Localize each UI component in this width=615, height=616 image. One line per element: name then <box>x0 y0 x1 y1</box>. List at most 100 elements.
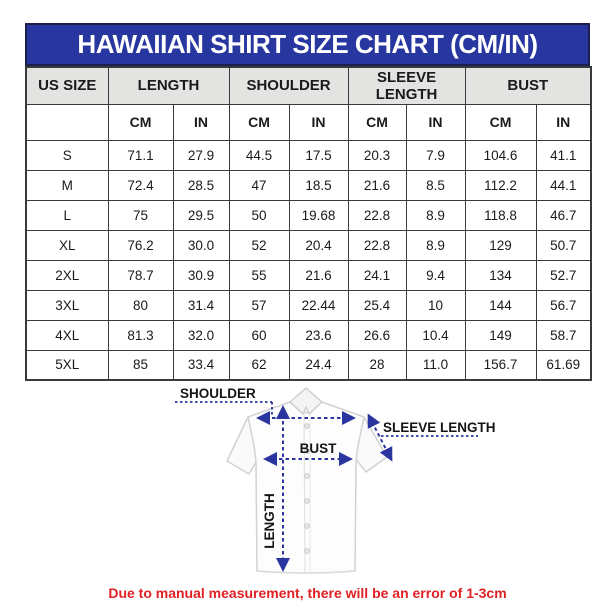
measurement-cell: 81.3 <box>107 319 174 351</box>
shoulder-annotation: SHOULDER <box>175 386 356 425</box>
measurement-cell: 32.0 <box>172 319 230 351</box>
us-size-cell: 2XL <box>25 259 109 291</box>
measurement-cell: 22.8 <box>347 229 407 261</box>
table-row-2xl: 2XL 78.7 30.9 55 21.6 24.1 9.4 134 52.7 <box>25 259 592 291</box>
measurement-cell: 28 <box>347 349 407 381</box>
sleeve-length-arrow <box>367 413 393 462</box>
table-row-m: M 72.4 28.5 47 18.5 21.6 8.5 112.2 44.1 <box>25 169 592 201</box>
measurement-cell: 52.7 <box>535 259 592 291</box>
measurement-cell: 25.4 <box>347 289 407 321</box>
measurement-cell: 22.44 <box>288 289 349 321</box>
col-header-us-size: US SIZE <box>25 66 109 105</box>
measurement-cell: 57 <box>228 289 290 321</box>
us-size-cell: 4XL <box>25 319 109 351</box>
length-label: LENGTH <box>262 493 277 549</box>
measurement-cell: 104.6 <box>464 139 537 171</box>
measurement-cell: 21.6 <box>288 259 349 291</box>
size-chart-table: US SIZE LENGTH SHOULDER SLEEVE LENGTH BU… <box>25 66 593 381</box>
measurement-cell: 50 <box>228 199 290 231</box>
col-header-shoulder: SHOULDER <box>228 66 349 105</box>
unit-header-cm: CM <box>107 103 174 141</box>
measurement-cell: 55 <box>228 259 290 291</box>
measurement-cell: 118.8 <box>464 199 537 231</box>
unit-header-cm: CM <box>228 103 290 141</box>
unit-header-in: IN <box>172 103 230 141</box>
measurement-cell: 17.5 <box>288 139 349 171</box>
sleeve-length-annotation: SLEEVE LENGTH <box>367 413 496 462</box>
measurement-cell: 112.2 <box>464 169 537 201</box>
measurement-cell: 52 <box>228 229 290 261</box>
measurement-cell: 80 <box>107 289 174 321</box>
measurement-cell: 28.5 <box>172 169 230 201</box>
measurement-cell: 144 <box>464 289 537 321</box>
bust-label: BUST <box>300 441 338 456</box>
unit-header-blank <box>25 103 109 141</box>
col-header-sleeve-length: SLEEVE LENGTH <box>347 66 466 105</box>
measurement-cell: 134 <box>464 259 537 291</box>
col-header-bust: BUST <box>464 66 592 105</box>
measurement-cell: 9.4 <box>405 259 466 291</box>
measurement-cell: 62 <box>228 349 290 381</box>
page-title: HAWAIIAN SHIRT SIZE CHART (CM/IN) <box>25 23 590 66</box>
measurement-cell: 44.1 <box>535 169 592 201</box>
measurement-cell: 85 <box>107 349 174 381</box>
table-row-5xl: 5XL 85 33.4 62 24.4 28 11.0 156.7 61.69 <box>25 349 592 381</box>
measurement-cell: 22.8 <box>347 199 407 231</box>
measurement-cell: 31.4 <box>172 289 230 321</box>
measurement-cell: 26.6 <box>347 319 407 351</box>
measurement-cell: 8.5 <box>405 169 466 201</box>
measurement-cell: 156.7 <box>464 349 537 381</box>
table-row-3xl: 3XL 80 31.4 57 22.44 25.4 10 144 56.7 <box>25 289 592 321</box>
measurement-cell: 10.4 <box>405 319 466 351</box>
us-size-cell: M <box>25 169 109 201</box>
measurement-cell: 30.0 <box>172 229 230 261</box>
measurement-cell: 44.5 <box>228 139 290 171</box>
measurement-cell: 24.1 <box>347 259 407 291</box>
unit-header-in: IN <box>288 103 349 141</box>
table-row-4xl: 4XL 81.3 32.0 60 23.6 26.6 10.4 149 58.7 <box>25 319 592 351</box>
sleeve-length-label: SLEEVE LENGTH <box>383 420 496 435</box>
us-size-cell: S <box>25 139 109 171</box>
measurement-cell: 20.4 <box>288 229 349 261</box>
measurement-cell: 72.4 <box>107 169 174 201</box>
us-size-cell: 3XL <box>25 289 109 321</box>
measurement-cell: 7.9 <box>405 139 466 171</box>
measurement-cell: 10 <box>405 289 466 321</box>
unit-header-in: IN <box>535 103 592 141</box>
measurement-cell: 129 <box>464 229 537 261</box>
measurement-cell: 61.69 <box>535 349 592 381</box>
measurement-cell: 8.9 <box>405 199 466 231</box>
measurement-cell: 30.9 <box>172 259 230 291</box>
table-group-header-row: US SIZE LENGTH SHOULDER SLEEVE LENGTH BU… <box>25 66 592 105</box>
measurement-cell: 33.4 <box>172 349 230 381</box>
measurement-cell: 11.0 <box>405 349 466 381</box>
shirt-illustration <box>226 387 388 574</box>
measurement-cell: 46.7 <box>535 199 592 231</box>
unit-header-cm: CM <box>464 103 537 141</box>
measurement-cell: 71.1 <box>107 139 174 171</box>
measurement-cell: 75 <box>107 199 174 231</box>
measurement-cell: 23.6 <box>288 319 349 351</box>
measurement-cell: 20.3 <box>347 139 407 171</box>
measurement-cell: 41.1 <box>535 139 592 171</box>
measurement-cell: 8.9 <box>405 229 466 261</box>
col-header-length: LENGTH <box>107 66 230 105</box>
measurement-cell: 21.6 <box>347 169 407 201</box>
measurement-cell: 149 <box>464 319 537 351</box>
unit-header-cm: CM <box>347 103 407 141</box>
us-size-cell: XL <box>25 229 109 261</box>
measurement-cell: 47 <box>228 169 290 201</box>
table-unit-header-row: CM IN CM IN CM IN CM IN <box>25 103 592 141</box>
measurement-cell: 29.5 <box>172 199 230 231</box>
measurement-cell: 19.68 <box>288 199 349 231</box>
measurement-cell: 76.2 <box>107 229 174 261</box>
measurement-cell: 60 <box>228 319 290 351</box>
measurement-cell: 58.7 <box>535 319 592 351</box>
measurement-cell: 50.7 <box>535 229 592 261</box>
shoulder-label: SHOULDER <box>180 386 256 401</box>
measurement-cell: 18.5 <box>288 169 349 201</box>
us-size-cell: L <box>25 199 109 231</box>
measurement-cell: 56.7 <box>535 289 592 321</box>
shirt-measurement-diagram: SHOULDER SLEEVE LENGTH BUST LENGTH <box>175 386 496 574</box>
